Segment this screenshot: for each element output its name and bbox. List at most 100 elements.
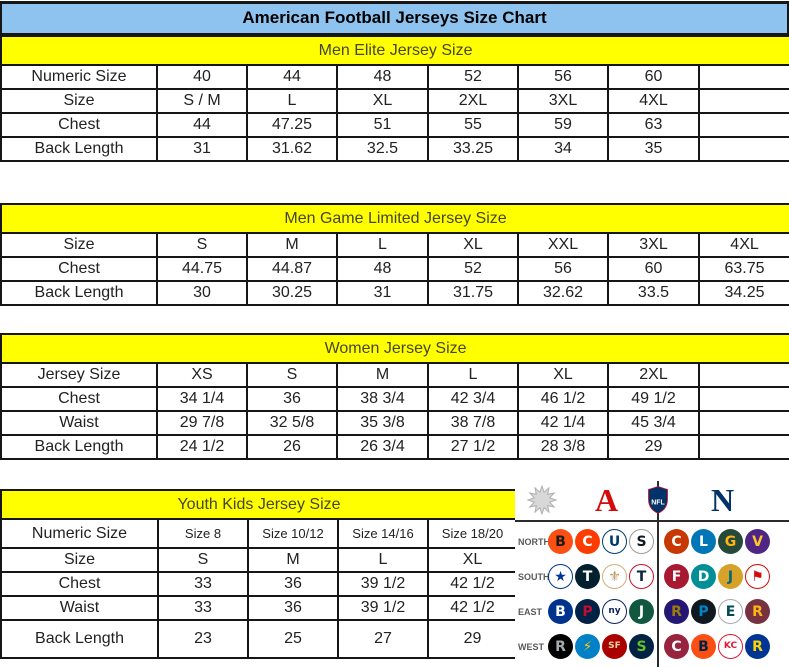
value-cell: 34.25 [697,280,789,306]
value-cell: 34 [517,136,609,162]
row-label: Size [0,232,158,258]
logo-bills-icon: B [548,599,573,624]
logo-chiefs-icon: KC [718,634,743,659]
value-cell: 40 [156,64,248,90]
value-cell: 27 1/2 [427,434,519,460]
value-cell: 36 [246,386,338,412]
row-label: Chest [0,256,158,282]
value-cell: 30 [156,280,248,306]
value-cell: 31.75 [427,280,519,306]
men-elite-header: Men Elite Jersey Size [0,35,789,66]
logo-rams-icon: R [745,634,770,659]
logo-jaguars-icon: J [718,564,743,589]
value-cell: 52 [427,256,519,282]
value-cell: 38 7/8 [427,410,519,436]
row-label: Waist [0,595,159,621]
value-cell: 33 [157,571,249,597]
value-cell: 63 [607,112,700,138]
afc-logo-icon: A [595,482,619,518]
logo-jets-icon: J [629,599,654,624]
row-label: Size [0,547,159,573]
value-cell: 45 3/4 [607,410,700,436]
value-cell: S [156,232,248,258]
logo-eagles-icon: E [718,599,743,624]
value-cell: 25 [247,619,339,659]
value-cell: 44 [156,112,248,138]
division-row-north: NORTH B C U S C L G V [515,524,789,559]
logo-colts-icon: U [602,529,627,554]
row-label: Numeric Size [0,518,159,549]
logo-titans-icon: T [629,564,654,589]
value-cell: L [336,232,429,258]
value-cell: 63.75 [697,256,789,282]
value-cell: 32.5 [336,136,429,162]
value-cell: 44 [246,64,338,90]
table-row: Back Length 24 1/2 26 26 3/4 27 1/2 28 3/8 29 [0,434,789,460]
value-cell: 39 1/2 [337,595,429,621]
row-label: Jersey Size [0,362,158,388]
logo-lions-icon: L [691,529,716,554]
logo-49ers-icon: SF [602,634,627,659]
value-cell: 23 [157,619,249,659]
value-cell: 49 1/2 [607,386,700,412]
table-row: Chest 34 1/4 36 38 3/4 42 3/4 46 1/2 49 1/2 [0,386,789,412]
value-cell: S / M [156,88,248,114]
nfc-logo-icon: N [711,482,735,518]
value-cell: 34 1/4 [156,386,248,412]
value-cell: L [246,88,338,114]
value-cell: L [337,547,429,573]
table-row: Numeric Size 40 44 48 52 56 60 [0,64,789,90]
division-label: WEST [518,641,544,652]
row-label: Back Length [0,136,158,162]
table-row: Chest 33 36 39 1/2 42 1/2 [0,571,518,597]
table-row: Waist 33 36 39 1/2 42 1/2 [0,595,518,621]
value-cell: S [246,362,338,388]
svg-text:NFL: NFL [651,500,665,507]
value-cell: 3XL [607,232,700,258]
value-cell: XL [336,88,429,114]
value-cell: 33.25 [427,136,519,162]
table-row: Back Length 30 30.25 31 31.75 32.62 33.5 34.25 [0,280,789,306]
logo-buccaneers-icon: ⚑ [745,564,770,589]
women-header: Women Jersey Size [0,333,789,364]
logo-texans-icon: T [575,564,600,589]
value-cell: 42 1/4 [517,410,609,436]
value-cell: 29 [427,619,518,659]
value-cell [697,362,789,388]
logo-giants-icon: ny [602,599,627,624]
table-row: Back Length 31 31.62 32.5 33.25 34 35 [0,136,789,162]
men-game-limited-header: Men Game Limited Jersey Size [0,203,789,234]
row-label: Chest [0,571,159,597]
youth-kids-header: Youth Kids Jersey Size [0,489,518,520]
value-cell: 48 [336,256,429,282]
value-cell: 38 3/4 [336,386,429,412]
value-cell: 46 1/2 [517,386,609,412]
value-cell: 32.62 [517,280,609,306]
value-cell: 28 3/8 [517,434,609,460]
value-cell: 35 3/8 [336,410,429,436]
division-row-west: WEST R ⚡ SF S C B KC R [515,629,789,664]
nfc-team-group: C B KC R [664,634,770,659]
value-cell [697,386,789,412]
table-row: Size S M L XL [0,547,518,573]
row-label: Back Length [0,434,158,460]
value-cell: 29 [607,434,700,460]
value-cell: 44.75 [156,256,248,282]
value-cell: 3XL [517,88,609,114]
value-cell: 51 [336,112,429,138]
value-cell: 31 [336,280,429,306]
youth-kids-size-table: Youth Kids Jersey Size Numeric Size Size … [0,489,518,659]
value-cell: XXL [517,232,609,258]
logo-bears-icon: C [664,529,689,554]
starburst-icon [527,485,557,515]
value-cell: 36 [247,595,339,621]
table-row: Chest 44.75 44.87 48 52 56 60 63.75 [0,256,789,282]
table-header-row: Men Elite Jersey Size [0,35,789,66]
logo-cardinals-icon: C [664,634,689,659]
value-cell: 42 3/4 [427,386,519,412]
value-cell: 2XL [607,362,700,388]
value-cell: M [246,232,338,258]
nfl-shield-icon: NFL [648,486,668,514]
